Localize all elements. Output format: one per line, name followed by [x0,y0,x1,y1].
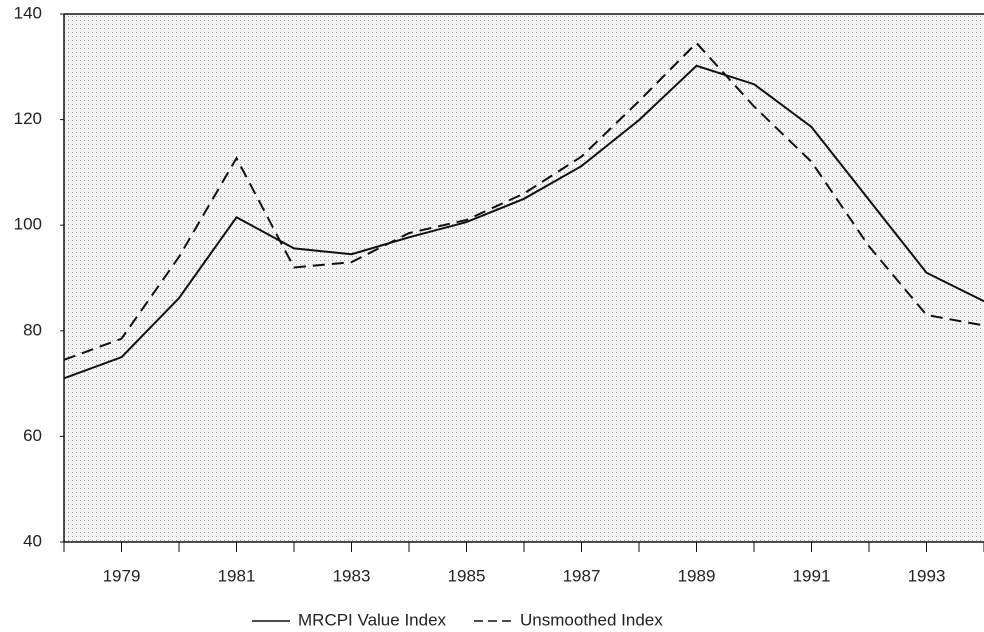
legend-label: MRCPI Value Index [298,610,447,629]
x-tick-label: 1979 [103,566,141,585]
x-tick-label: 1991 [793,566,831,585]
x-tick-label: 1981 [218,566,256,585]
y-tick-label: 40 [23,531,42,550]
x-tick-label: 1993 [908,566,946,585]
plot-area [64,14,984,542]
y-tick-label: 140 [14,3,42,22]
y-tick-label: 120 [14,109,42,128]
legend-label: Unsmoothed Index [520,610,663,629]
x-tick-label: 1989 [678,566,716,585]
y-tick-label: 80 [23,320,42,339]
y-tick-label: 60 [23,426,42,445]
series-line [63,41,984,361]
y-tick-label: 100 [14,215,42,234]
series-line [63,64,984,380]
x-tick-label: 1985 [448,566,486,585]
x-tick-label: 1983 [333,566,371,585]
x-tick-label: 1987 [563,566,601,585]
